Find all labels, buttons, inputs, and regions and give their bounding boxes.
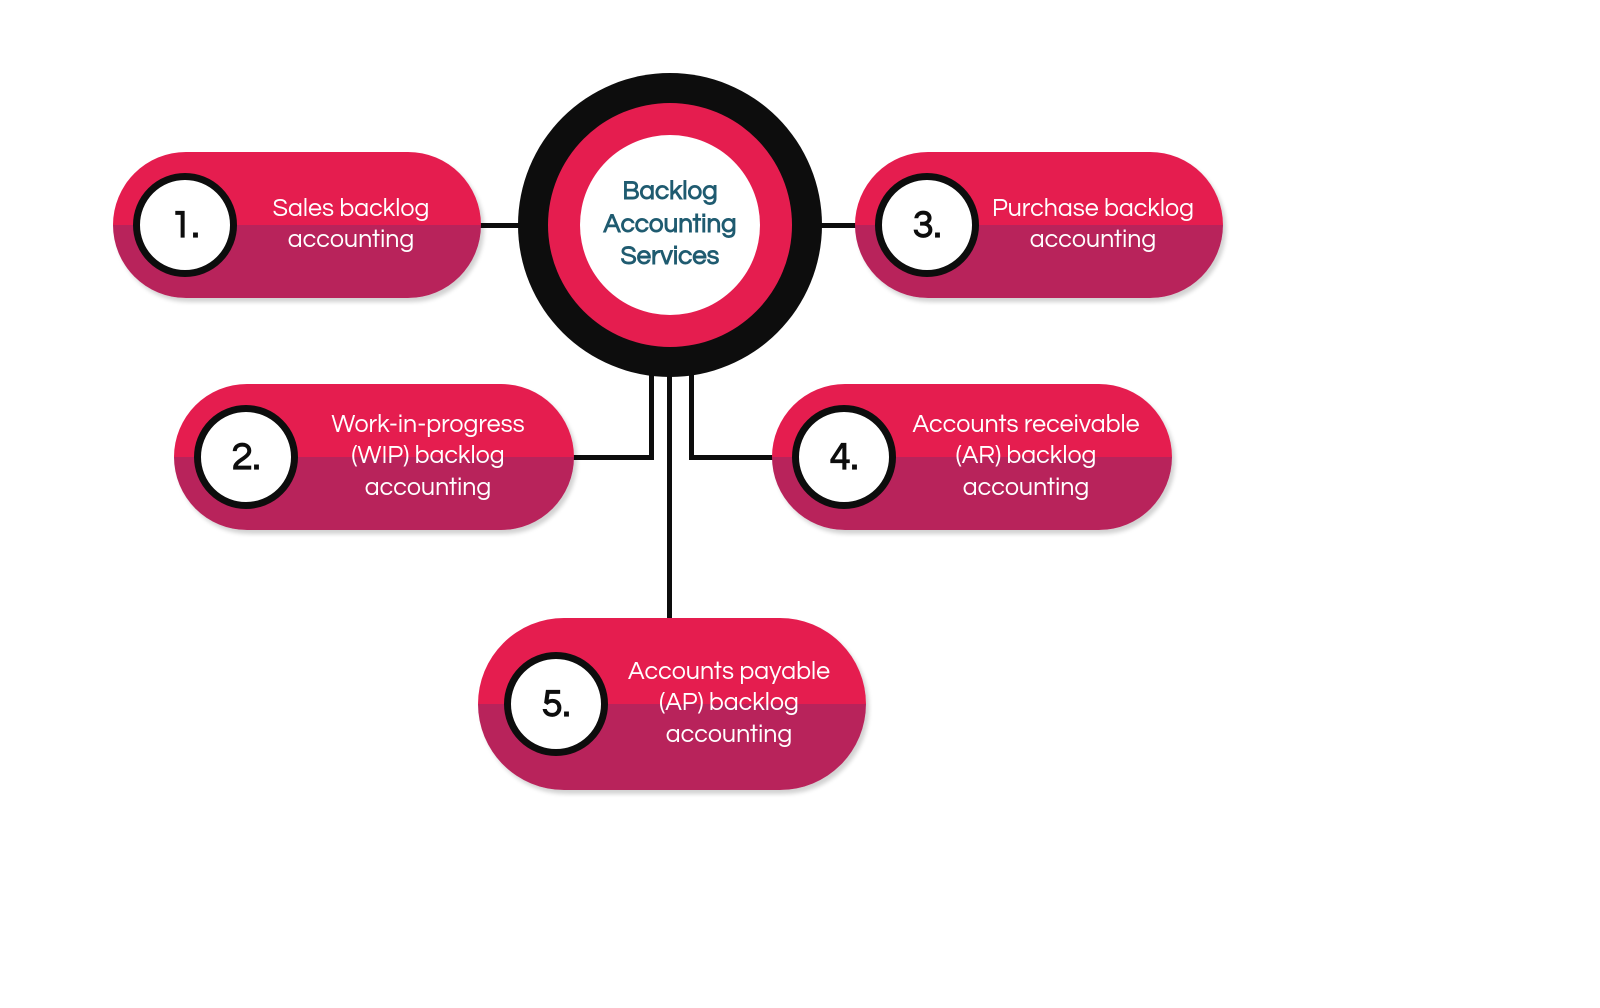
node-number-badge: 1. (133, 173, 237, 277)
connector-line (689, 455, 781, 460)
node-ap-backlog: 5. Accounts payable (AP) backlog account… (478, 618, 866, 790)
node-ar-backlog: 4. Accounts receivable (AR) backlog acco… (772, 384, 1172, 530)
node-wip-backlog: 2. Work-in-progress (WIP) backlog accoun… (174, 384, 574, 530)
hub-inner-circle: Backlog Accounting Services (580, 135, 760, 315)
node-number-badge: 5. (504, 652, 608, 756)
central-hub: Backlog Accounting Services (518, 73, 822, 377)
node-label: Accounts payable (AP) backlog accounting (608, 657, 866, 751)
node-label: Sales backlog accounting (237, 194, 481, 257)
node-sales-backlog: 1. Sales backlog accounting (113, 152, 481, 298)
hub-mid-ring: Backlog Accounting Services (548, 103, 792, 347)
diagram-canvas: Backlog Accounting Services 1. Sales bac… (0, 0, 1600, 1008)
node-label: Accounts receivable (AR) backlog account… (896, 410, 1172, 504)
node-number-badge: 4. (792, 405, 896, 509)
node-purchase-backlog: 3. Purchase backlog accounting (855, 152, 1223, 298)
node-number-badge: 3. (875, 173, 979, 277)
node-label: Purchase backlog accounting (979, 194, 1223, 257)
node-label: Work-in-progress (WIP) backlog accountin… (298, 410, 574, 504)
node-number-badge: 2. (194, 405, 298, 509)
